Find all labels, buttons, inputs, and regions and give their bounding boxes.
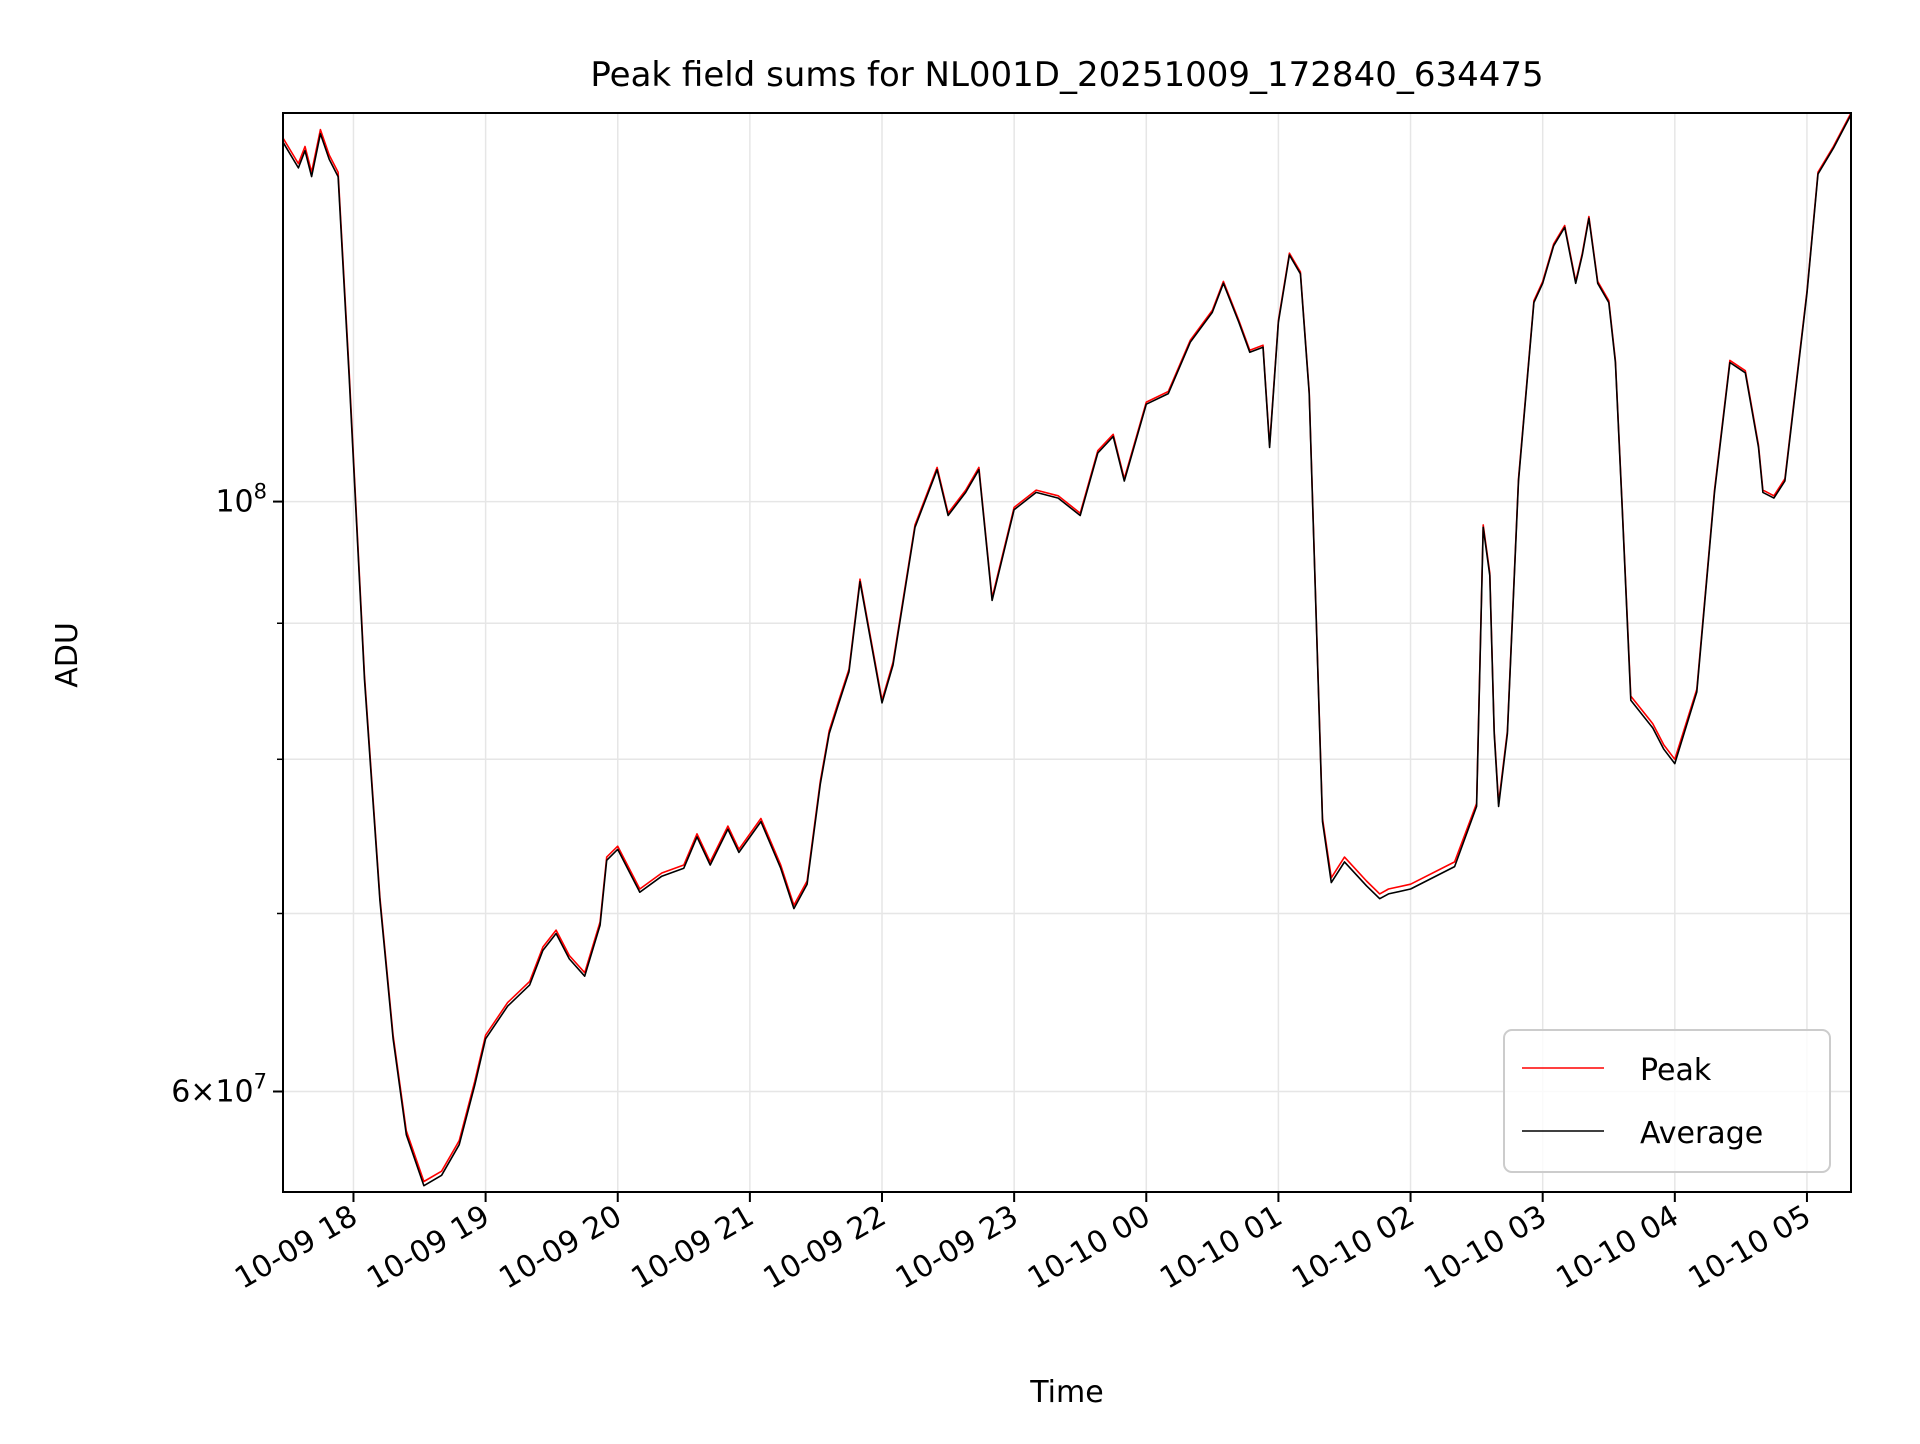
legend-label-peak: Peak <box>1640 1053 1712 1088</box>
series-lines <box>282 112 1852 1187</box>
y-tick-label: 6×107 <box>171 1070 267 1110</box>
y-axis-label: ADU <box>50 622 85 688</box>
y-axis-ticks: 108 6×107 <box>171 480 283 1110</box>
series-line-average <box>282 114 1852 1187</box>
plot-frame <box>282 112 1852 1193</box>
grid-lines <box>283 113 1851 1192</box>
x-axis-label: Time <box>1029 1375 1103 1410</box>
legend: Peak Average <box>1503 1029 1831 1173</box>
legend-label-average: Average <box>1640 1116 1763 1151</box>
legend-box <box>1503 1029 1831 1173</box>
y-tick-label: 108 <box>215 480 267 520</box>
chart-title: Peak field sums for NL001D_20251009_1728… <box>590 55 1543 95</box>
